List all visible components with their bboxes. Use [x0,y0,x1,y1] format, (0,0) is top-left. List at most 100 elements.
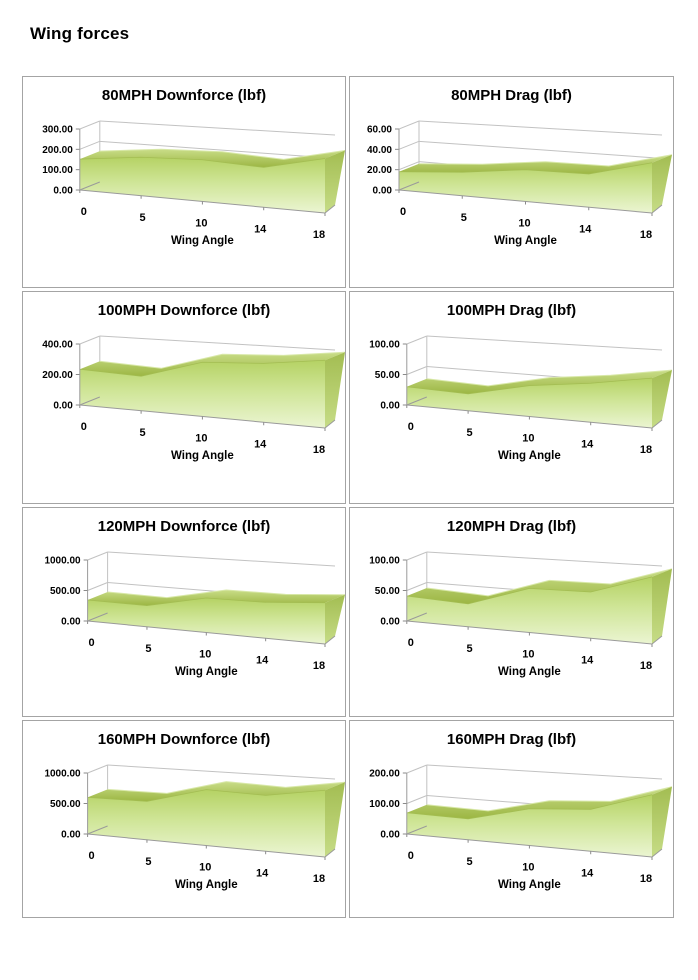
x-tick-label: 14 [254,438,267,450]
x-tick-label: 14 [581,867,594,879]
chart-title: 160MPH Downforce (lbf) [97,731,271,748]
y-tick-label: 0.00 [53,401,73,412]
area-right-face [652,786,672,857]
area-top-highlight [107,781,345,794]
y-tick-label: 100.00 [369,799,400,810]
x-tick-label: 5 [140,427,146,439]
y-tick-label: 500.00 [50,799,81,810]
area-top-highlight [99,351,345,369]
chart-title: 160MPH Drag (lbf) [446,731,577,748]
x-tick-label: 5 [467,427,473,439]
area-top-highlight [99,148,345,160]
floor-right-edge [324,848,336,858]
floor-side-edge [79,396,100,406]
x-axis-title: Wing Angle [498,879,561,891]
area-front-edge [79,156,326,168]
x-tick-label: 14 [256,867,269,879]
area-chart-3d: 300.00 200.00 100.00 0.00 0 5 10 14 18 Wing Angle [42,120,345,247]
page-title: Wing forces [30,24,130,43]
y-tick-label: 400.00 [42,340,73,351]
gridline-back [99,120,336,136]
x-tick-label: 0 [408,421,414,433]
x-tick-label: 14 [579,223,592,235]
gridline-side [79,335,100,345]
area-right-face [325,594,345,644]
gridline-side [87,582,108,591]
x-tick-label: 10 [522,862,534,874]
y-tick-label: 40.00 [367,145,392,156]
floor-right-edge [651,204,663,214]
y-tick-label: 50.00 [375,586,400,597]
area-right-face [652,568,672,644]
area-top-band [399,154,672,174]
floor-side-edge [406,825,427,835]
x-tick-label: 18 [313,229,325,241]
chart-title: 80MPH Drag (lbf) [451,87,572,104]
y-tick-label: 0.00 [380,617,400,628]
area-right-face [652,154,672,213]
area-front-face [79,360,325,428]
x-axis-title: Wing Angle [498,666,561,678]
area-front-edge [406,377,653,395]
y-tick-label: 100.00 [369,340,400,351]
floor-right-edge [324,419,336,429]
y-tick-label: 100.00 [42,165,73,176]
x-tick-label: 10 [195,433,207,445]
floor-right-edge [324,635,336,645]
area-front-edge [406,794,653,820]
gridline-side [79,140,100,150]
x-tick-label: 5 [461,212,467,224]
x-tick-label: 0 [89,637,95,649]
floor-side-edge [79,181,100,191]
y-tick-label: 500.00 [50,586,81,597]
gridline-back [418,120,663,136]
area-top-band [87,590,345,606]
chart-panel-7: 160MPH Downforce (lbf) 1000.00 500.00 0.00… [22,720,346,918]
x-tick-label: 5 [467,643,473,655]
x-tick-label: 14 [256,654,269,666]
area-front-edge [87,597,326,606]
y-tick-label: 0.00 [61,830,81,841]
y-tick-label: 50.00 [375,370,400,381]
floor-right-edge [651,848,663,858]
area-front-edge [79,359,326,377]
gridline-back [99,335,336,351]
x-axis-title: Wing Angle [171,235,234,247]
area-chart-3d: 200.00 100.00 0.00 0 5 10 14 18 Wing Angle [369,764,672,891]
area-right-face [325,150,345,213]
floor-right-edge [324,204,336,214]
x-tick-label: 0 [81,421,87,433]
floor-side-edge [87,612,108,622]
gridline-side [79,120,100,130]
x-tick-label: 5 [145,856,151,868]
area-top-band [406,370,672,394]
area-chart-3d: 1000.00 500.00 0.00 0 5 10 14 18 Wing Angle [44,764,345,891]
x-tick-label: 18 [640,660,652,672]
chart-panel-1: 80MPH Downforce (lbf) 300.00 200.00 100.00… [22,76,346,288]
y-tick-label: 200.00 [42,145,73,156]
gridline-side [406,551,427,561]
gridline-side [406,764,427,774]
gridline-side [406,366,427,375]
area-right-face [652,370,672,428]
x-tick-label: 18 [313,873,325,885]
floor-side-edge [87,825,108,835]
x-tick-label: 10 [522,433,534,445]
x-tick-label: 0 [408,637,414,649]
x-tick-label: 0 [408,850,414,862]
x-axis-title: Wing Angle [494,235,557,247]
area-front-edge [406,576,653,605]
x-tick-label: 5 [467,856,473,868]
gridline-side [398,161,420,171]
x-axis-title: Wing Angle [171,450,234,462]
gridline-back [99,140,336,159]
area-front-face [87,598,325,644]
area-front-edge [398,162,653,175]
x-tick-label: 10 [518,218,530,230]
chart-panel-4: 100MPH Drag (lbf) 100.00 50.00 0.00 0 5 10 14 1… [349,291,674,504]
gridline-side [87,764,108,774]
area-chart-3d: 60.00 40.00 20.00 0.00 0 5 10 14 18 Wing Angle [367,120,672,247]
x-tick-label: 10 [195,218,207,230]
chart-title: 100MPH Drag (lbf) [446,302,577,319]
floor-right-edge [651,635,663,645]
